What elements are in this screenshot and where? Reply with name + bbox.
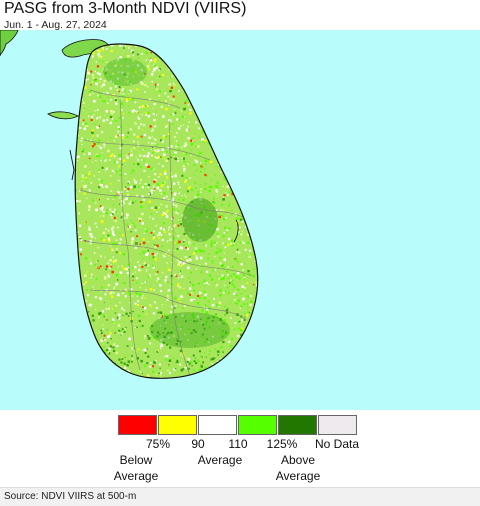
legend-swatch-above-125: [278, 415, 317, 435]
legend-tick-90: 90: [191, 437, 205, 451]
kalpitiya-spit: [69, 149, 75, 181]
district-boundaries: [79, 89, 253, 377]
mannar-island: [47, 111, 79, 120]
legend-swatch-below-75: [118, 415, 157, 435]
ndvi-map: [0, 30, 480, 410]
legend-group-below: Below: [119, 453, 153, 467]
legend-group-above: Above: [280, 453, 316, 467]
legend-swatch-no-data: [318, 415, 357, 435]
legend-tick-no-data: No Data: [314, 437, 360, 451]
east-lagoon: [233, 219, 239, 243]
map-title: PASG from 3-Month NDVI (VIIRS): [4, 0, 247, 17]
footer: Source: NDVI VIIRS at 500-m: [0, 487, 480, 506]
island-coastline: [74, 43, 259, 379]
legend-swatch-75-90: [158, 415, 197, 435]
legend-group-below-average: Average: [113, 469, 159, 483]
source-text: Source: NDVI VIIRS at 500-m: [4, 491, 137, 502]
dense-vegetation-south: [150, 312, 230, 348]
legend-tick-75: 75%: [145, 437, 171, 451]
legend-swatch-90-110: [198, 415, 237, 435]
legend-tick-125: 125%: [266, 437, 298, 451]
legend-group-above-average: Average: [275, 469, 321, 483]
legend-swatch-110-125: [238, 415, 277, 435]
legend-tick-110: 110: [228, 437, 248, 451]
dense-vegetation-north: [103, 58, 147, 86]
legend: [118, 415, 359, 437]
legend-group-average: Average: [197, 453, 243, 467]
date-range: Jun. 1 - Aug. 27, 2024: [4, 19, 107, 31]
dense-vegetation-east: [182, 198, 218, 242]
mainland-coast: [0, 30, 19, 57]
